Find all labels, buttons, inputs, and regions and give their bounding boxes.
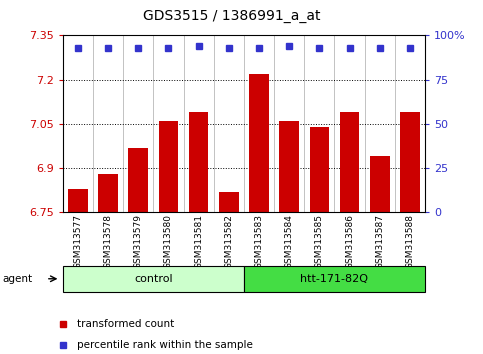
Bar [189, 112, 209, 212]
Bar [98, 174, 118, 212]
Text: agent: agent [2, 274, 32, 284]
Text: control: control [134, 274, 172, 284]
Bar [340, 112, 359, 212]
Bar [400, 112, 420, 212]
Bar [158, 121, 178, 212]
Bar [279, 121, 299, 212]
Bar [128, 148, 148, 212]
Text: GDS3515 / 1386991_a_at: GDS3515 / 1386991_a_at [143, 9, 321, 23]
Bar [68, 189, 88, 212]
Text: percentile rank within the sample: percentile rank within the sample [77, 340, 253, 350]
Bar [249, 74, 269, 212]
Bar [370, 156, 390, 212]
Bar [219, 192, 239, 212]
Text: htt-171-82Q: htt-171-82Q [300, 274, 369, 284]
Bar [310, 127, 329, 212]
Text: transformed count: transformed count [77, 319, 174, 329]
